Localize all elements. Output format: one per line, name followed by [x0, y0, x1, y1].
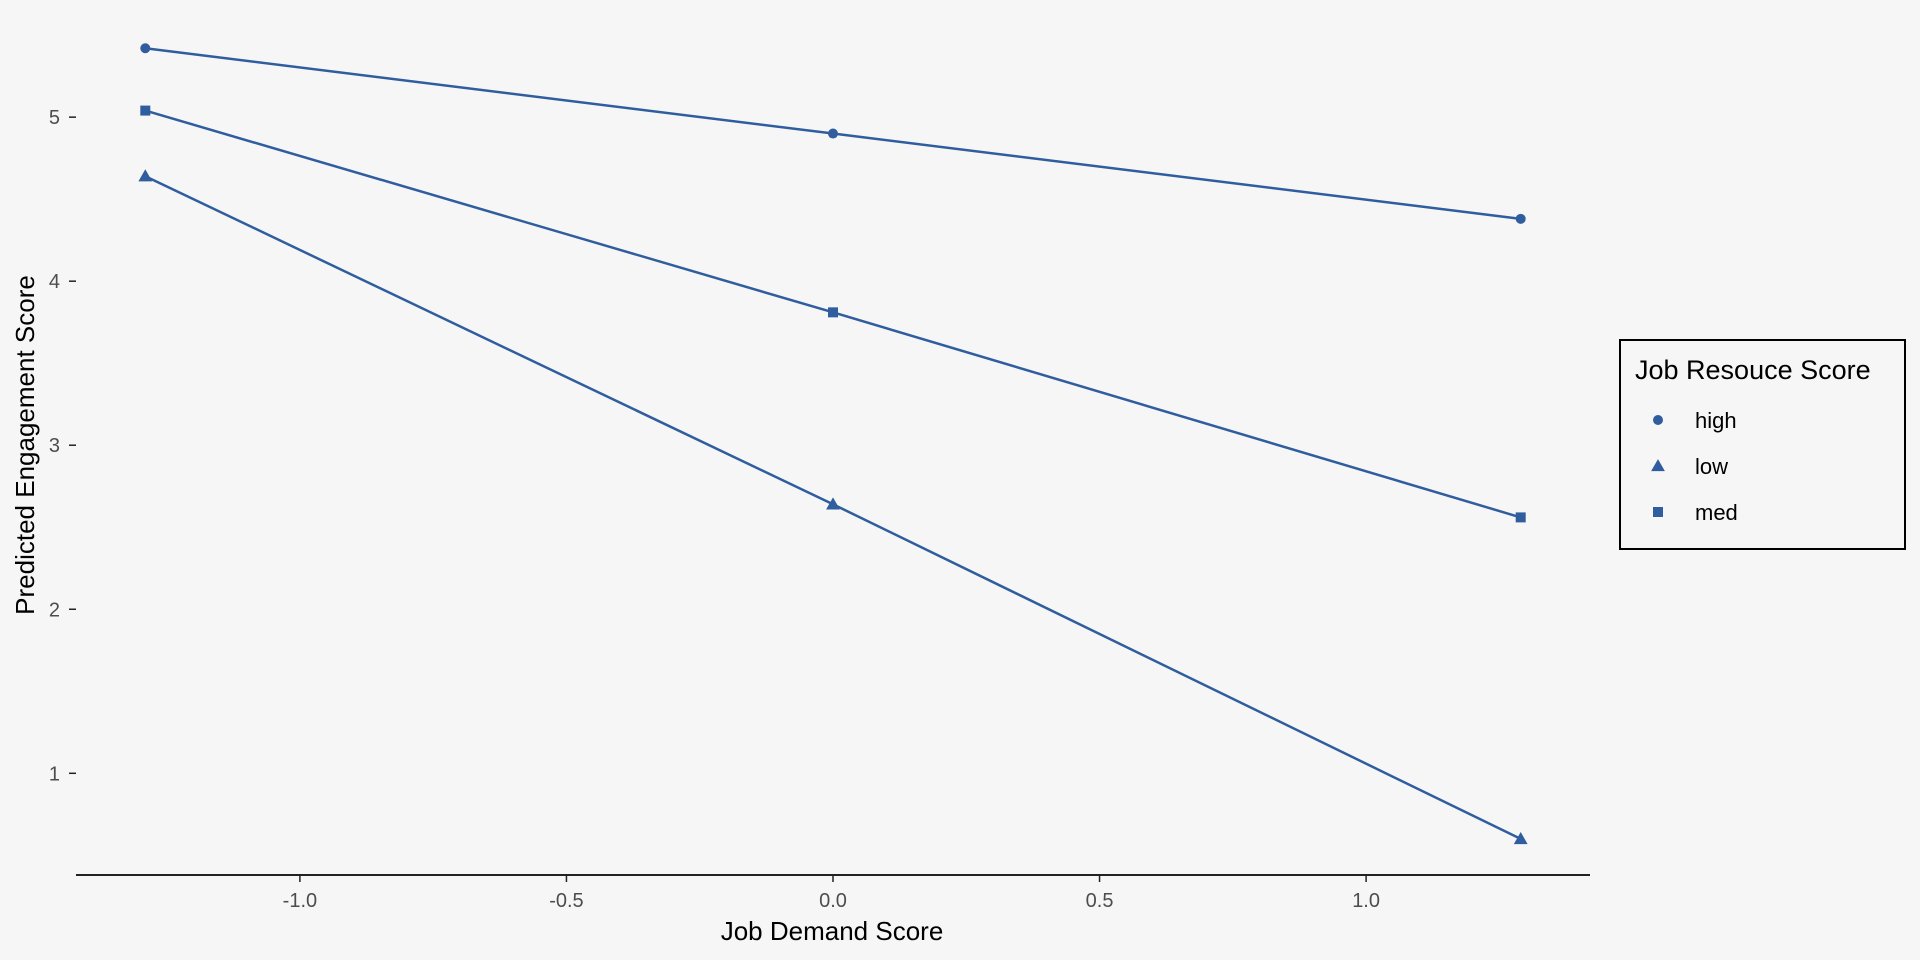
legend-key-med — [1653, 507, 1663, 517]
legend-item-med: med — [1653, 500, 1738, 525]
series-low — [138, 169, 1528, 845]
x-axis-title: Job Demand Score — [721, 916, 944, 946]
series-high — [140, 43, 1526, 224]
series-layer — [138, 43, 1528, 845]
legend-items: high low med — [1651, 408, 1738, 525]
legend-label-high: high — [1695, 408, 1737, 433]
y-tick-label: 4 — [49, 271, 60, 293]
legend-item-low: low — [1651, 454, 1728, 479]
data-point-low — [138, 169, 153, 182]
data-point-high — [828, 128, 838, 139]
data-point-low — [1513, 832, 1528, 845]
x-tick-label: 1.0 — [1352, 890, 1380, 912]
data-point-high — [1515, 213, 1526, 224]
data-point-high — [140, 43, 151, 54]
legend-title: Job Resouce Score — [1635, 355, 1871, 385]
legend-label-low: low — [1695, 454, 1728, 479]
x-tick-label: 0.5 — [1086, 890, 1114, 912]
x-tick-label: -0.5 — [549, 890, 583, 912]
y-tick-label: 3 — [49, 435, 60, 457]
y-tick-label: 1 — [49, 763, 60, 785]
x-axis: -1.0 -0.5 0.0 0.5 1.0 — [76, 874, 1590, 912]
data-point-low — [826, 497, 840, 510]
data-point-med — [1515, 512, 1526, 523]
legend-label-med: med — [1695, 500, 1738, 525]
y-tick-label: 5 — [49, 107, 60, 129]
data-point-med — [828, 307, 838, 318]
x-tick-label: -1.0 — [283, 890, 317, 912]
series-med — [140, 105, 1526, 523]
legend-box — [1619, 339, 1906, 550]
y-tick-label: 2 — [49, 599, 60, 621]
y-axis: 1 2 3 4 5 — [49, 107, 76, 785]
legend-key-low — [1651, 459, 1665, 472]
x-tick-label: 0.0 — [819, 890, 847, 912]
legend-item-high: high — [1653, 408, 1737, 433]
legend: Job Resouce Score high low med — [1619, 339, 1906, 550]
data-point-med — [140, 105, 151, 116]
legend-key-high — [1653, 415, 1663, 425]
y-axis-title: Predicted Engagement Score — [10, 275, 40, 615]
